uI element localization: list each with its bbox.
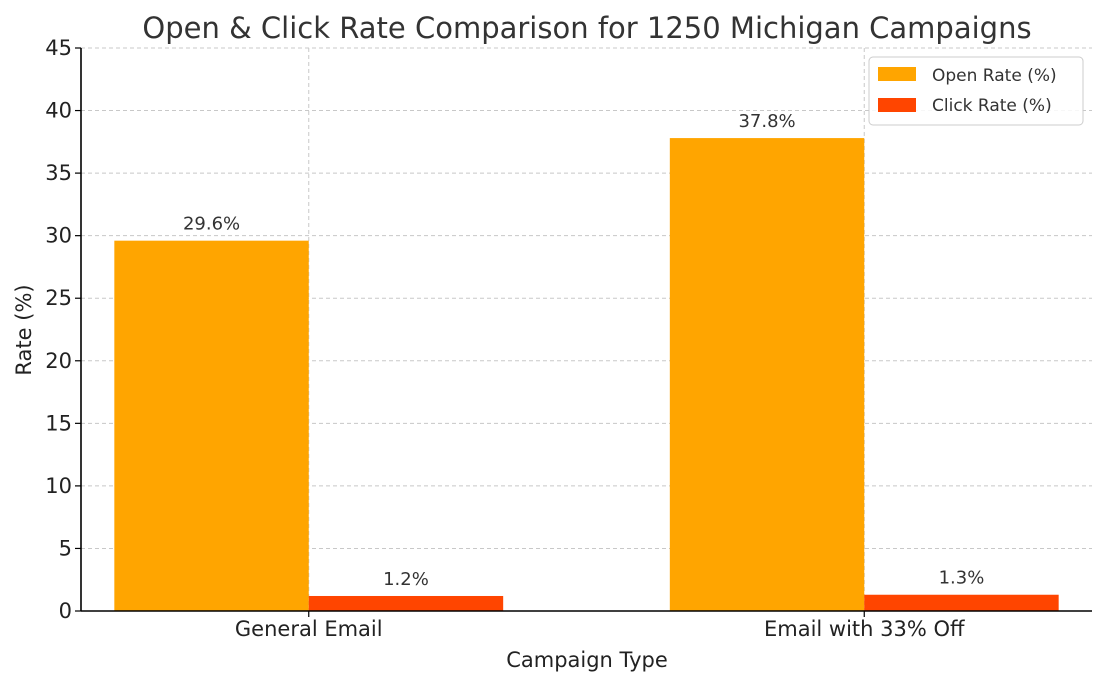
y-tick-label: 0 [59, 599, 72, 623]
y-tick-label: 30 [45, 224, 72, 248]
x-tick-label: General Email [235, 617, 383, 641]
open-rate-bar [669, 138, 865, 611]
legend: Open Rate (%) Click Rate (%) [868, 56, 1084, 126]
legend-box [868, 56, 1084, 126]
y-tick-label: 20 [45, 349, 72, 373]
legend-label-open-rate: Open Rate (%) [932, 66, 1057, 86]
open-rate-value-label: 37.8% [738, 111, 795, 132]
click-rate-value-label: 1.3% [939, 568, 985, 589]
y-tick-label: 15 [45, 411, 72, 435]
y-tick-label: 45 [45, 36, 72, 60]
bar-value-labels: 29.6% 37.8% 1.2% 1.3% [183, 111, 984, 590]
axes [80, 48, 1092, 612]
open-rate-value-label: 29.6% [183, 214, 240, 235]
chart-title: Open & Click Rate Comparison for 1250 Mi… [142, 11, 1031, 45]
y-tick-label: 35 [45, 161, 72, 185]
x-axis-ticks: General Email Email with 33% Off [235, 611, 965, 641]
click-rate-bar [308, 595, 504, 611]
x-axis-label: Campaign Type [506, 648, 668, 672]
click-rate-bar [864, 594, 1059, 611]
y-tick-label: 5 [59, 536, 72, 560]
x-tick-label: Email with 33% Off [764, 617, 965, 641]
y-tick-label: 40 [45, 99, 72, 123]
y-tick-label: 10 [45, 474, 72, 498]
legend-swatch-open-rate [878, 67, 916, 81]
y-tick-label: 25 [45, 286, 72, 310]
open-rate-bar [114, 240, 309, 611]
legend-swatch-click-rate [878, 98, 916, 112]
bars [114, 138, 1059, 611]
click-rate-value-label: 1.2% [383, 569, 429, 590]
legend-label-click-rate: Click Rate (%) [932, 96, 1052, 116]
y-axis-ticks: 0 5 10 15 20 25 30 35 40 45 [45, 36, 81, 623]
y-axis-label: Rate (%) [12, 284, 36, 375]
